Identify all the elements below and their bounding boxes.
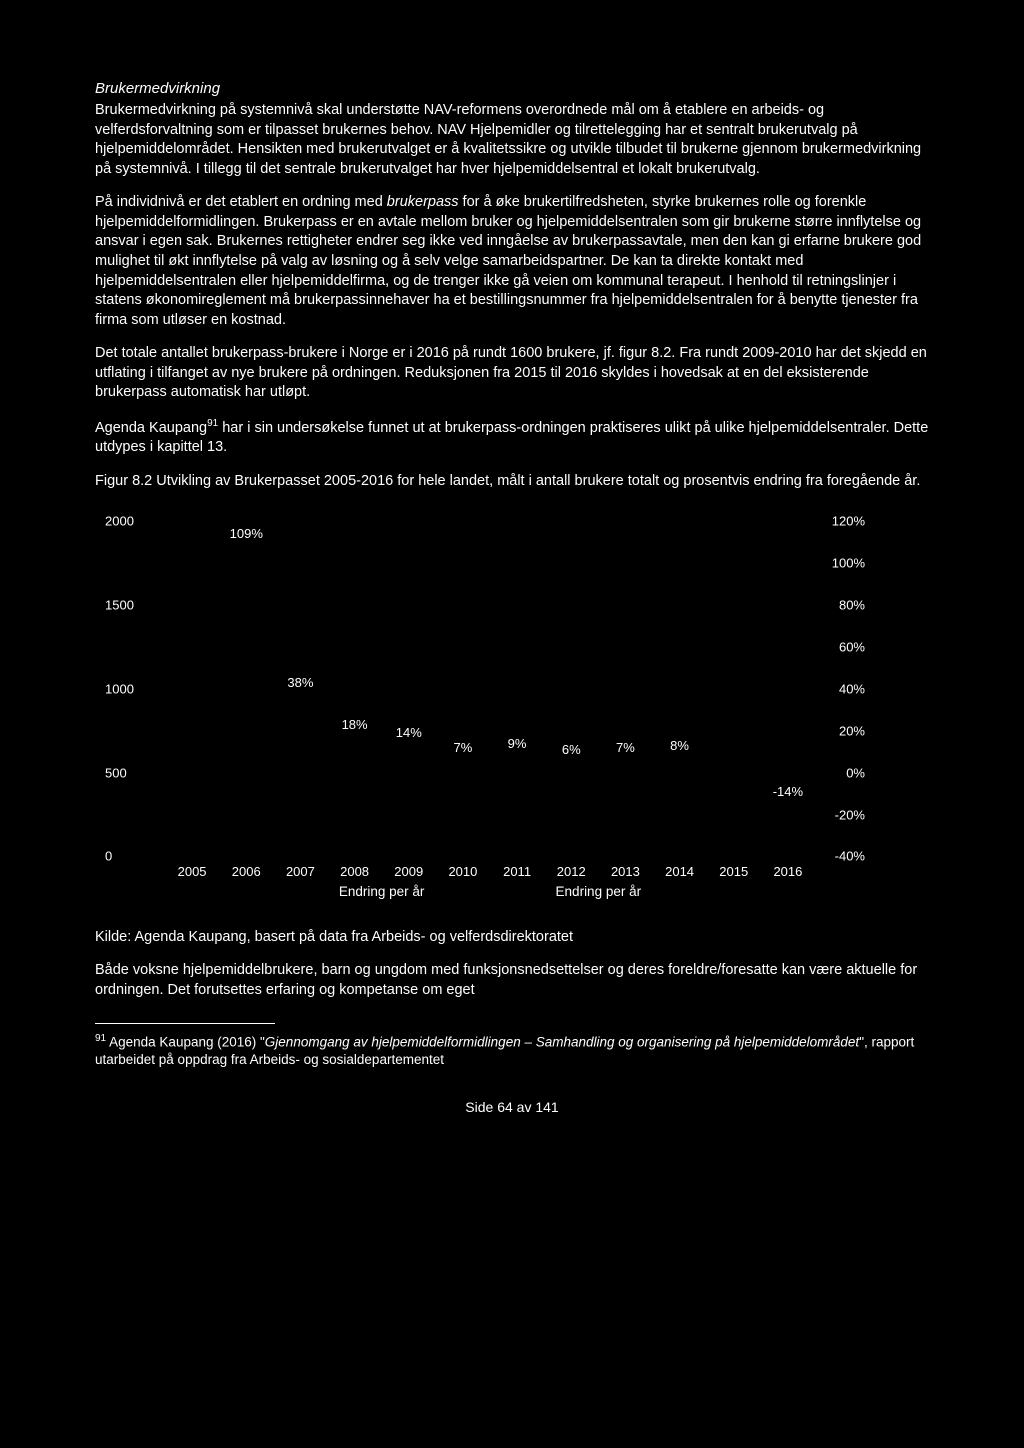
paragraph-4b: har i sin undersøkelse funnet ut at bruk… (95, 420, 928, 456)
x-axis-title: Endring per år (556, 884, 642, 899)
x-tick: 2011 (503, 864, 531, 879)
y-right-tick: -20% (835, 807, 865, 822)
y-left-tick: 2000 (105, 514, 134, 529)
y-right-tick: 40% (839, 681, 865, 696)
x-tick: 2007 (286, 864, 315, 879)
x-tick: 2008 (340, 864, 369, 879)
paragraph-2: På individnivå er det etablert en ordnin… (95, 193, 929, 330)
paragraph-4a: Agenda Kaupang (95, 420, 207, 436)
pct-data-label: -14% (773, 784, 803, 799)
paragraph-3: Det totale antallet brukerpass-brukere i… (95, 344, 929, 403)
y-right-tick: 0% (846, 765, 865, 780)
footnote-91: 91 Agenda Kaupang (2016) "Gjennomgang av… (95, 1032, 929, 1070)
x-axis-title: Endring per år (339, 884, 425, 899)
pct-data-label: 7% (454, 740, 473, 755)
y-right-tick: 20% (839, 723, 865, 738)
x-tick: 2014 (665, 864, 694, 879)
paragraph-5: Både voksne hjelpemiddelbrukere, barn og… (95, 961, 929, 1000)
paragraph-2-em: brukerpass (387, 194, 459, 210)
pct-data-label: 8% (670, 738, 689, 753)
footnote-a: Agenda Kaupang (2016) " (106, 1034, 265, 1049)
pct-data-label: 14% (396, 725, 422, 740)
x-tick: 2015 (719, 864, 748, 879)
y-left-tick: 1000 (105, 681, 134, 696)
paragraph-4: Agenda Kaupang91 har i sin undersøkelse … (95, 417, 929, 458)
y-left-tick: 500 (105, 765, 127, 780)
section-heading: Brukermedvirkning (95, 80, 929, 97)
footnote-em: Gjennomgang av hjelpemiddelformidlingen … (265, 1034, 859, 1049)
paragraph-2b: for å øke brukertilfredsheten, styrke br… (95, 194, 921, 327)
x-tick: 2010 (448, 864, 477, 879)
x-tick: 2009 (394, 864, 423, 879)
footnote-ref-91: 91 (207, 418, 218, 429)
x-tick: 2012 (557, 864, 586, 879)
footnote-divider (95, 1023, 275, 1024)
x-tick: 2005 (178, 864, 207, 879)
pct-data-label: 38% (287, 675, 313, 690)
chart-source: Kilde: Agenda Kaupang, basert på data fr… (95, 929, 929, 945)
y-right-tick: -40% (835, 849, 865, 864)
y-right-tick: 80% (839, 598, 865, 613)
x-tick: 2006 (232, 864, 261, 879)
y-left-tick: 0 (105, 849, 112, 864)
pct-data-label: 6% (562, 742, 581, 757)
pct-data-label: 109% (230, 526, 263, 541)
x-tick: 2016 (773, 864, 802, 879)
paragraph-1: Brukermedvirkning på systemnivå skal und… (95, 101, 929, 179)
y-right-tick: 60% (839, 640, 865, 655)
footnote-number: 91 (95, 1033, 106, 1044)
pct-data-label: 18% (342, 717, 368, 732)
y-right-tick: 100% (832, 556, 865, 571)
paragraph-2a: På individnivå er det etablert en ordnin… (95, 194, 387, 210)
page-footer: Side 64 av 141 (95, 1099, 929, 1115)
x-tick: 2013 (611, 864, 640, 879)
y-right-tick: 120% (832, 514, 865, 529)
chart-brukerpass: 0 500 1000 1500 2000 -40% -20% 0% 20% 40% 60% 80% 10… (95, 511, 865, 901)
pct-data-label: 7% (616, 740, 635, 755)
pct-data-label: 9% (508, 736, 527, 751)
y-left-tick: 1500 (105, 598, 134, 613)
figure-caption: Figur 8.2 Utvikling av Brukerpasset 2005… (95, 472, 929, 492)
